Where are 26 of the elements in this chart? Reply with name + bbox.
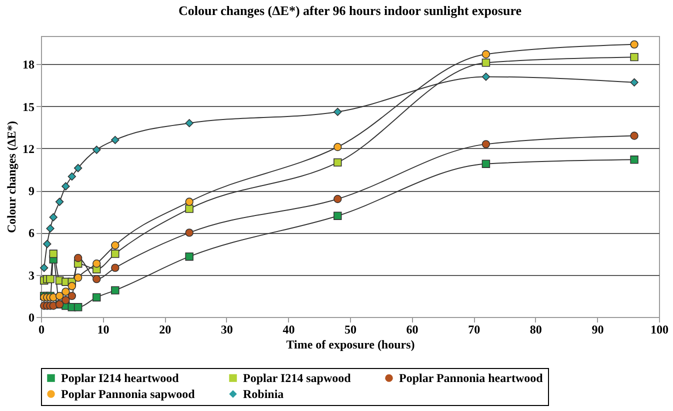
legend-label: Poplar I214 sapwood [243,371,352,386]
x-tick-label: 10 [97,322,110,336]
y-tick-label: 3 [28,268,34,282]
x-tick-label: 30 [220,322,233,336]
y-tick-label: 15 [22,100,34,114]
x-tick-label: 70 [468,322,480,336]
y-tick-label: 18 [22,58,34,72]
x-tick-label: 0 [38,322,44,336]
x-tick-label: 50 [344,322,356,336]
y-tick-label: 9 [28,184,34,198]
x-tick-label: 60 [406,322,418,336]
chart-title: Colour changes (ΔE*) after 96 hours indoor sunlight exposure [178,3,522,18]
y-tick-label: 6 [28,226,34,240]
y-tick-label: 0 [28,310,34,324]
legend-label: Poplar Pannonia sapwood [61,387,196,401]
x-tick-label: 40 [282,322,295,336]
x-tick-label: 80 [530,322,542,336]
legend-label: Robinia [243,387,284,401]
x-tick-label: 100 [650,322,668,336]
x-tick-label: 20 [159,322,172,336]
y-axis-title: Colour changes (ΔE*) [4,121,18,233]
legend-label: Poplar Pannonia heartwood [399,371,544,386]
y-tick-label: 12 [22,142,34,156]
legend-label: Poplar I214 heartwood [61,371,180,386]
x-axis-title: Time of exposure (hours) [286,338,415,352]
x-tick-label: 90 [592,322,604,336]
